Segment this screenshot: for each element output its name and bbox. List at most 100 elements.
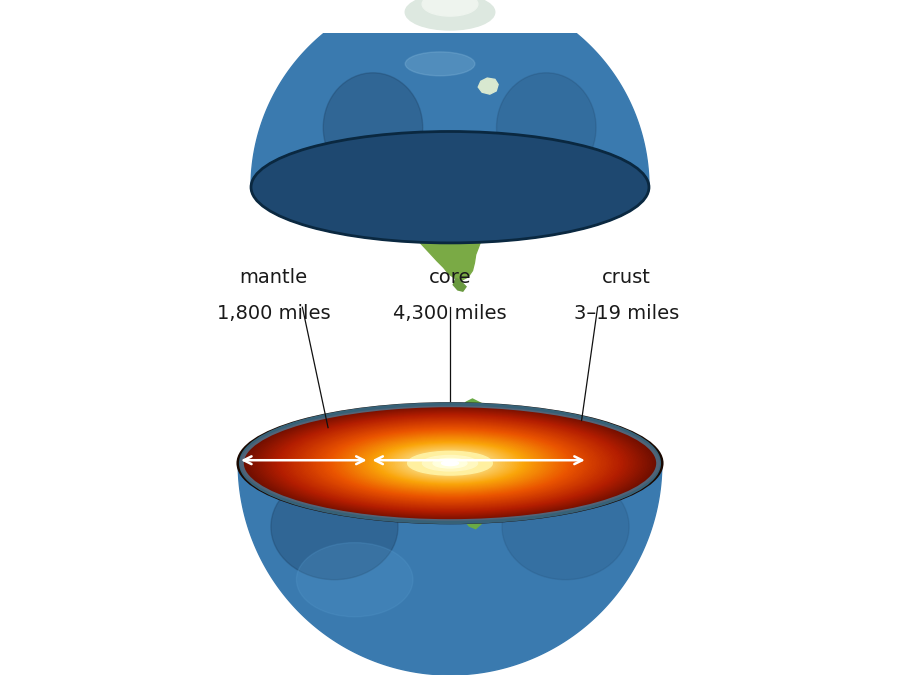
Ellipse shape (258, 410, 642, 517)
Ellipse shape (412, 453, 488, 474)
Ellipse shape (418, 454, 482, 472)
Text: 3–19 miles: 3–19 miles (574, 304, 680, 323)
Ellipse shape (252, 408, 648, 518)
Ellipse shape (392, 447, 508, 479)
Ellipse shape (382, 444, 518, 483)
Ellipse shape (292, 418, 608, 508)
Ellipse shape (387, 446, 513, 481)
Ellipse shape (376, 443, 524, 484)
Ellipse shape (308, 423, 592, 503)
Ellipse shape (440, 460, 460, 466)
Ellipse shape (397, 448, 503, 478)
Ellipse shape (358, 437, 542, 489)
Polygon shape (421, 165, 473, 208)
Ellipse shape (428, 457, 473, 469)
Ellipse shape (326, 138, 455, 217)
Ellipse shape (433, 458, 467, 468)
Ellipse shape (370, 441, 530, 485)
Ellipse shape (313, 425, 587, 502)
Ellipse shape (325, 428, 575, 498)
Ellipse shape (260, 410, 640, 516)
Ellipse shape (283, 416, 617, 510)
Ellipse shape (351, 435, 549, 491)
Ellipse shape (423, 456, 477, 471)
Ellipse shape (497, 73, 596, 182)
Ellipse shape (317, 426, 583, 500)
Polygon shape (455, 399, 511, 529)
Ellipse shape (344, 433, 556, 493)
Ellipse shape (243, 405, 657, 521)
Ellipse shape (310, 424, 590, 502)
Ellipse shape (422, 456, 478, 471)
Ellipse shape (436, 460, 464, 467)
Ellipse shape (296, 543, 413, 617)
Ellipse shape (256, 408, 644, 518)
Ellipse shape (250, 407, 650, 519)
Ellipse shape (281, 416, 619, 510)
Ellipse shape (324, 428, 576, 499)
Ellipse shape (238, 404, 662, 522)
Ellipse shape (328, 429, 572, 497)
Ellipse shape (336, 431, 564, 495)
Ellipse shape (342, 433, 558, 493)
Polygon shape (238, 463, 662, 675)
Ellipse shape (303, 422, 597, 504)
Ellipse shape (275, 414, 625, 512)
Polygon shape (409, 163, 423, 181)
Ellipse shape (262, 410, 638, 516)
Ellipse shape (257, 409, 643, 517)
Polygon shape (454, 278, 466, 291)
Ellipse shape (254, 408, 646, 518)
Ellipse shape (267, 412, 633, 514)
Ellipse shape (378, 443, 522, 483)
Ellipse shape (414, 453, 486, 473)
Ellipse shape (416, 454, 484, 472)
Ellipse shape (334, 431, 566, 495)
Ellipse shape (320, 427, 580, 500)
Ellipse shape (364, 439, 536, 487)
Ellipse shape (241, 405, 659, 522)
Ellipse shape (277, 415, 623, 512)
Ellipse shape (408, 452, 492, 475)
Ellipse shape (264, 411, 636, 515)
Ellipse shape (286, 417, 614, 509)
Ellipse shape (311, 425, 589, 502)
Ellipse shape (356, 437, 544, 489)
Ellipse shape (374, 441, 526, 485)
Polygon shape (463, 421, 496, 471)
Ellipse shape (366, 440, 534, 487)
Ellipse shape (421, 455, 479, 471)
Ellipse shape (359, 438, 541, 489)
Ellipse shape (375, 442, 525, 484)
Ellipse shape (404, 450, 496, 476)
Ellipse shape (327, 429, 573, 497)
Ellipse shape (400, 450, 500, 477)
Ellipse shape (323, 73, 423, 182)
Ellipse shape (339, 432, 561, 494)
Ellipse shape (355, 437, 545, 490)
Ellipse shape (395, 448, 505, 479)
Ellipse shape (292, 419, 608, 507)
Ellipse shape (290, 418, 610, 508)
Ellipse shape (346, 434, 554, 492)
Ellipse shape (435, 459, 465, 468)
Ellipse shape (298, 421, 602, 506)
Ellipse shape (410, 452, 490, 475)
Ellipse shape (383, 445, 517, 482)
Ellipse shape (273, 414, 627, 513)
Polygon shape (478, 78, 498, 94)
Ellipse shape (288, 418, 612, 509)
Polygon shape (251, 0, 649, 187)
Ellipse shape (240, 404, 660, 522)
Ellipse shape (406, 451, 494, 476)
Ellipse shape (248, 407, 652, 520)
Ellipse shape (353, 436, 547, 491)
Ellipse shape (368, 440, 532, 486)
Ellipse shape (380, 443, 520, 483)
Ellipse shape (502, 474, 629, 580)
Ellipse shape (266, 412, 634, 515)
Ellipse shape (361, 438, 539, 488)
Text: core: core (428, 268, 472, 287)
Polygon shape (404, 152, 520, 280)
Ellipse shape (274, 414, 626, 512)
